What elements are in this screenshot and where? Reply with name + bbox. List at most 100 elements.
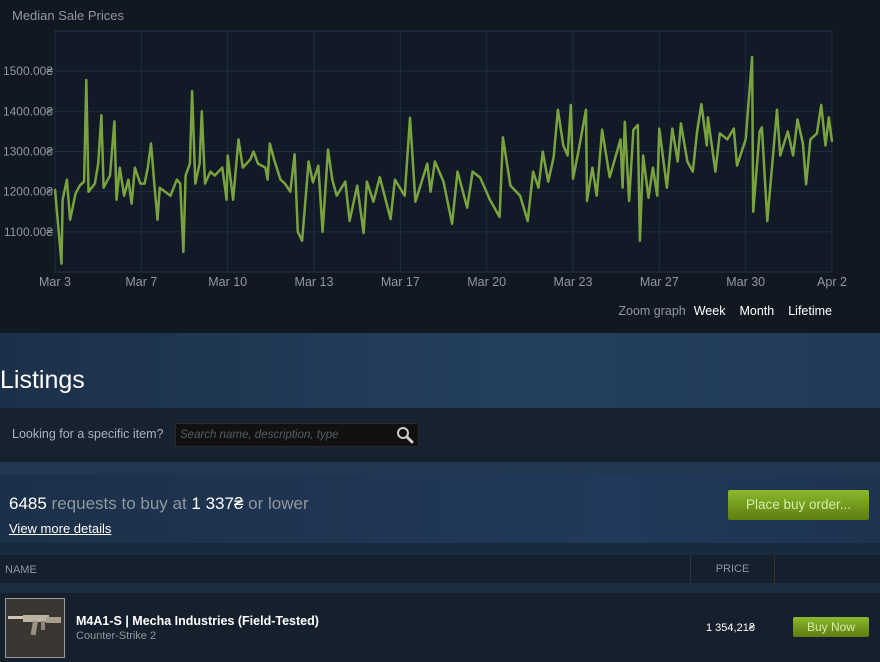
price-point: [134, 166, 136, 169]
price-point: [61, 198, 64, 201]
price-point: [552, 156, 555, 159]
place-buy-order-button[interactable]: Place buy order...: [728, 490, 869, 520]
chart-title: Median Sale Prices: [12, 8, 124, 23]
price-point: [479, 176, 481, 179]
price-point: [237, 138, 240, 141]
buy-orders-summary: 6485 requests to buy at 1 337₴ or lower …: [0, 475, 880, 543]
price-point: [732, 127, 735, 130]
price-point: [372, 200, 375, 203]
price-point: [156, 218, 159, 221]
price-point: [591, 166, 594, 169]
price-point: [680, 122, 682, 125]
x-tick-label: Mar 10: [208, 275, 247, 289]
zoom-month-link[interactable]: Month: [739, 304, 775, 318]
price-point: [123, 194, 125, 197]
y-tick-label: 1100.00₴: [4, 225, 53, 239]
price-point: [317, 164, 320, 167]
price-point: [366, 180, 368, 183]
zoom-week-link[interactable]: Week: [693, 304, 726, 318]
price-point: [642, 154, 644, 157]
price-point: [158, 186, 161, 189]
price-point: [434, 160, 436, 163]
price-point: [379, 176, 381, 179]
x-tick-label: Mar 7: [125, 275, 157, 289]
x-tick-label: Mar 30: [726, 275, 765, 289]
y-tick-label: 1500.00₴: [3, 64, 53, 78]
price-point: [686, 160, 689, 163]
price-point: [264, 166, 267, 169]
x-tick-label: Mar 27: [640, 275, 679, 289]
item-price: 1 354,21₴: [706, 622, 755, 634]
price-point: [426, 162, 429, 165]
price-point: [509, 184, 512, 187]
price-point: [100, 114, 103, 117]
price-history-chart[interactable]: 1500.00₴ 1400.00₴ 1300.00₴ 1200.00₴ 1100.00₴…: [0, 0, 880, 300]
price-point: [209, 170, 212, 173]
price-point: [666, 186, 668, 189]
price-point: [726, 138, 729, 141]
price-point: [624, 120, 626, 123]
price-point: [761, 126, 763, 129]
price-point: [414, 200, 417, 203]
price-point: [130, 202, 133, 205]
price-point: [394, 178, 396, 181]
price-point: [706, 144, 708, 147]
buy-now-button[interactable]: Buy Now: [793, 617, 869, 637]
price-point: [60, 262, 63, 265]
zoom-label: Zoom graph: [618, 304, 686, 318]
price-history-panel: 1500.00₴ 1400.00₴ 1300.00₴ 1200.00₴ 1100.00₴…: [0, 0, 880, 333]
price-point: [466, 206, 469, 209]
view-more-details-link[interactable]: View more details: [9, 521, 112, 536]
price-point: [312, 181, 314, 184]
search-input[interactable]: [176, 424, 386, 446]
price-point: [327, 148, 329, 151]
price-point: [54, 188, 56, 191]
price-point: [658, 127, 661, 130]
item-name[interactable]: M4A1-S | Mecha Industries (Field-Tested): [76, 614, 319, 628]
price-point: [676, 160, 679, 163]
price-point: [226, 154, 229, 157]
price-point: [169, 194, 172, 197]
price-point: [200, 110, 203, 113]
price-point: [204, 182, 206, 185]
price-point: [429, 190, 432, 193]
price-point: [691, 170, 694, 173]
table-row[interactable]: M4A1-S | Mecha Industries (Field-Tested)…: [0, 593, 880, 662]
zoom-controls: Zoom graph Week Month Lifetime: [618, 304, 832, 318]
column-header-name: NAME: [5, 564, 37, 576]
zoom-lifetime-link[interactable]: Lifetime: [788, 304, 832, 318]
price-point: [252, 150, 255, 153]
price-point: [241, 166, 244, 169]
price-point: [809, 138, 812, 141]
price-point: [647, 196, 650, 199]
item-game: Counter-Strike 2: [76, 630, 157, 642]
price-point: [577, 150, 580, 153]
price-point: [150, 142, 152, 145]
price-point: [97, 162, 99, 165]
x-tick-label: Mar 3: [39, 275, 71, 289]
price-point: [736, 164, 738, 167]
price-point: [66, 178, 68, 181]
price-point: [752, 210, 755, 213]
price-point: [585, 108, 587, 111]
price-point: [632, 129, 635, 131]
price-point: [656, 194, 658, 197]
search-icon[interactable]: [396, 426, 414, 449]
price-point: [471, 170, 474, 173]
price-point: [348, 220, 351, 222]
price-point: [639, 239, 641, 242]
price-point: [489, 198, 491, 201]
price-point: [213, 174, 216, 177]
price-point: [792, 154, 794, 157]
price-point: [498, 216, 501, 218]
price-point: [115, 198, 118, 201]
price-point: [796, 118, 799, 121]
price-point: [820, 104, 823, 106]
price-point: [671, 127, 674, 130]
item-thumbnail[interactable]: [5, 598, 65, 658]
price-point: [232, 198, 234, 201]
price-point: [179, 182, 181, 185]
price-point: [831, 140, 833, 143]
buy-order-count: 6485: [9, 494, 47, 513]
price-point: [696, 130, 698, 133]
